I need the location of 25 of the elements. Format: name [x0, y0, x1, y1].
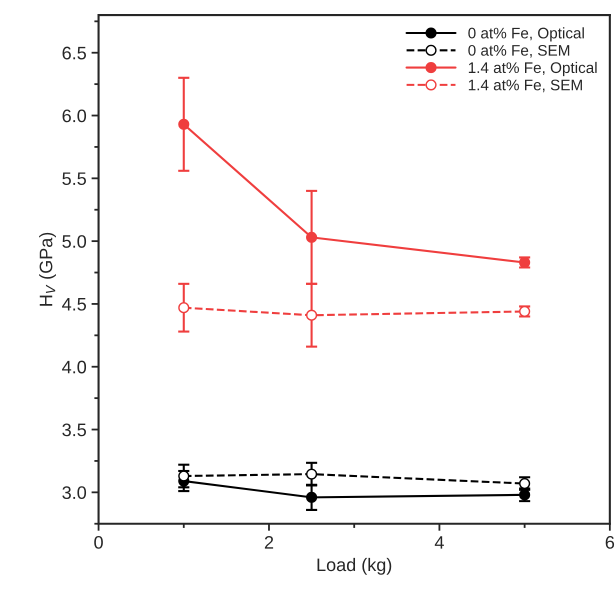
- y-tick-label: 3.0: [62, 486, 86, 500]
- point: [306, 232, 318, 243]
- point: [306, 310, 318, 321]
- x-tick-label: 2: [264, 536, 274, 549]
- x-tick-label: 0: [94, 536, 103, 549]
- x-axis-title: Load (kg): [318, 558, 392, 575]
- legend-label: 0 at% Fe, SEM: [468, 44, 570, 58]
- legend-label: 1.4 at% Fe, SEM: [468, 80, 582, 92]
- y-tick-label: 6.0: [62, 109, 86, 122]
- x-tick-label: 6: [606, 536, 614, 549]
- y-tick-label: 5.0: [62, 235, 86, 248]
- y-tick-label: 3.5: [62, 423, 86, 436]
- point: [178, 118, 190, 130]
- legend-label: 0 at% Fe, Optical: [468, 27, 584, 42]
- point: [306, 468, 318, 480]
- y-axis-title: H$_{V}$ (GPa): [39, 232, 56, 306]
- legend-label: 1.4 at% Fe, Optical: [468, 62, 597, 76]
- point: [306, 492, 318, 503]
- x-tick-label: 4: [434, 536, 444, 549]
- y-tick-label: 5.5: [62, 172, 86, 186]
- y-tick-label: 6.5: [62, 46, 86, 60]
- point: [178, 470, 190, 482]
- y-tick-label: 4.5: [62, 298, 86, 311]
- y-tick-label: 4.0: [62, 360, 86, 374]
- point: [178, 302, 190, 314]
